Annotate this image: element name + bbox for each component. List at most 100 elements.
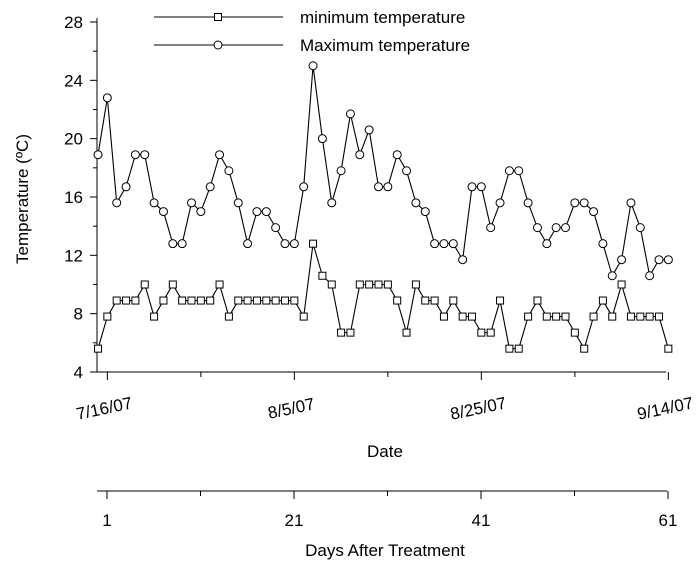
- data-point-max: [486, 223, 496, 233]
- data-point-max: [439, 239, 449, 249]
- data-point-min: [131, 296, 140, 305]
- y-tick-label: 16: [64, 188, 83, 207]
- data-point-max: [355, 150, 365, 160]
- data-point-min: [327, 280, 336, 289]
- data-point-min: [243, 296, 252, 305]
- data-point-min: [206, 296, 215, 305]
- data-point-max: [617, 255, 627, 265]
- data-point-max: [495, 198, 505, 208]
- data-point-max: [364, 125, 374, 135]
- x2-tick-label: 41: [472, 511, 491, 530]
- data-point-min: [580, 344, 589, 353]
- data-point-min: [318, 271, 327, 280]
- data-point-max: [645, 271, 655, 281]
- data-point-max: [589, 207, 599, 217]
- data-point-max: [102, 93, 112, 103]
- data-point-min: [533, 296, 542, 305]
- data-point-min: [94, 344, 102, 353]
- data-point-min: [598, 296, 607, 305]
- data-point-min: [449, 296, 458, 305]
- data-point-max: [215, 150, 225, 160]
- data-point-min: [421, 296, 430, 305]
- data-point-max: [626, 198, 636, 208]
- data-point-max: [177, 239, 187, 249]
- data-point-min: [150, 312, 159, 321]
- data-point-min: [271, 296, 280, 305]
- data-point-max: [598, 239, 608, 249]
- data-point-min: [636, 312, 645, 321]
- x-tick-label: 8/25/07: [448, 393, 507, 423]
- data-point-max: [411, 198, 421, 208]
- data-point-min: [168, 280, 177, 289]
- data-point-min: [103, 312, 112, 321]
- data-point-min: [505, 344, 514, 353]
- data-point-max: [476, 182, 486, 192]
- data-point-max: [140, 150, 150, 160]
- series-maximum: [93, 61, 673, 281]
- data-point-min: [608, 312, 617, 321]
- data-point-min: [542, 312, 551, 321]
- data-point-min: [486, 328, 495, 337]
- data-point-min: [234, 296, 243, 305]
- data-point-max: [327, 198, 337, 208]
- x2-axis-label: Days After Treatment: [305, 541, 465, 560]
- data-point-max: [121, 182, 131, 192]
- data-point-min: [383, 280, 392, 289]
- data-point-max: [570, 198, 580, 208]
- data-point-min: [524, 312, 533, 321]
- data-point-max: [205, 182, 215, 192]
- series-line: [97, 243, 669, 351]
- data-point-min: [570, 328, 579, 337]
- data-point-min: [337, 328, 346, 337]
- data-point-min: [393, 296, 402, 305]
- data-point-max: [532, 223, 542, 233]
- data-point-min: [281, 296, 289, 305]
- data-point-min: [402, 328, 411, 337]
- data-point-min: [196, 296, 205, 305]
- data-point-min: [290, 296, 299, 305]
- data-point-min: [374, 280, 383, 289]
- data-point-max: [271, 223, 281, 233]
- data-point-max: [345, 109, 355, 119]
- data-point-max: [430, 239, 440, 249]
- data-point-min: [411, 280, 420, 289]
- y-tick-label: 4: [74, 363, 83, 382]
- data-point-min: [159, 296, 168, 305]
- data-point-max: [542, 239, 552, 249]
- data-point-max: [280, 239, 290, 249]
- data-point-min: [664, 344, 673, 353]
- x-tick-label: 9/14/07: [635, 393, 694, 423]
- data-point-min: [626, 312, 635, 321]
- data-point-max: [224, 166, 234, 176]
- y-tick-label: 8: [74, 305, 83, 324]
- data-point-max: [523, 198, 533, 208]
- data-point-min: [355, 280, 364, 289]
- data-point-max: [402, 166, 412, 176]
- data-point-max: [607, 271, 617, 281]
- data-point-min: [589, 312, 598, 321]
- data-point-max: [130, 150, 140, 160]
- data-point-max: [392, 150, 402, 160]
- y-tick-label: 28: [64, 13, 83, 32]
- data-point-max: [93, 150, 103, 160]
- data-point-min: [309, 239, 318, 248]
- data-point-min: [617, 280, 626, 289]
- data-point-max: [112, 198, 122, 208]
- data-point-min: [514, 344, 523, 353]
- data-point-min: [346, 328, 355, 337]
- y-tick-label: 20: [64, 130, 83, 149]
- data-point-min: [645, 312, 654, 321]
- legend-item: Maximum temperature: [154, 36, 470, 55]
- data-point-max: [420, 207, 430, 217]
- data-point-min: [262, 296, 271, 305]
- data-point-max: [448, 239, 458, 249]
- data-point-min: [122, 296, 131, 305]
- x2-tick-label: 61: [659, 511, 678, 530]
- data-point-max: [149, 198, 159, 208]
- x-tick-label: 7/16/07: [74, 393, 133, 423]
- data-point-min: [112, 296, 121, 305]
- data-point-min: [430, 296, 439, 305]
- x-tick-label: 8/5/07: [266, 394, 316, 422]
